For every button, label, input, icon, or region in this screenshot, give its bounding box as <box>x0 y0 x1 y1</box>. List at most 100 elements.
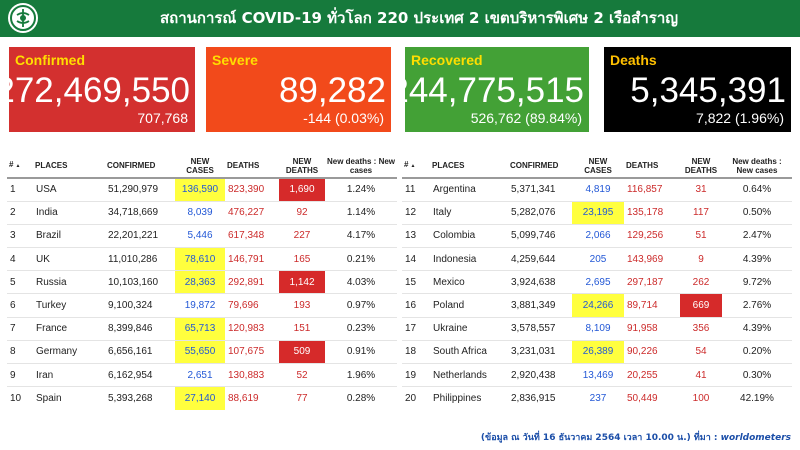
confirmed-cell: 5,282,076 <box>508 201 572 225</box>
ratio-cell: 1.14% <box>325 201 397 225</box>
new-deaths-cell: 1,690 <box>279 178 325 202</box>
column-new-deaths-header[interactable]: NEW DEATHS <box>680 154 722 179</box>
deaths-cell: 116,857 <box>624 178 680 202</box>
rank-cell: 16 <box>402 293 430 318</box>
column-places-header[interactable]: PLACES <box>430 154 508 179</box>
new-deaths-cell: 52 <box>279 363 325 388</box>
table-row[interactable]: 5 Russia 10,103,160 28,363 292,891 1,142 4.03% <box>7 270 397 295</box>
new-deaths-cell: 117 <box>680 201 722 225</box>
table-row[interactable]: 15 Mexico 3,924,638 2,695 297,187 262 9.72% <box>402 270 792 295</box>
table-row[interactable]: 20 Philippines 2,836,915 237 50,449 100 42.19% <box>402 387 792 410</box>
table-row[interactable]: 10 Spain 5,393,268 27,140 88,619 77 0.28% <box>7 386 397 410</box>
table-row[interactable]: 3 Brazil 22,201,221 5,446 617,348 227 4.17% <box>7 224 397 249</box>
confirmed-cell: 3,924,638 <box>508 270 572 295</box>
table-row[interactable]: 7 France 8,399,846 65,713 120,983 151 0.23% <box>7 317 397 341</box>
column-places-header[interactable]: PLACES <box>33 154 105 179</box>
column-ratio-header[interactable]: New deaths : New cases <box>325 154 397 179</box>
new-cases-cell: 2,066 <box>572 224 624 249</box>
table-row[interactable]: 19 Netherlands 2,920,438 13,469 20,255 41 0.30… <box>402 363 792 388</box>
column-rank-header[interactable]: # ▲ <box>402 154 430 179</box>
confirmed-cell: 3,231,031 <box>508 340 572 365</box>
ranking-table-left: # ▲ PLACES CONFIRMED NEW CASES DEATHS NEW… <box>7 154 397 410</box>
new-cases-cell: 27,140 <box>175 386 225 410</box>
page-title: สถานการณ์ COVID-19 ทั่วโลก 220 ประเทศ 2 … <box>159 9 679 27</box>
table-row[interactable]: 9 Iran 6,162,954 2,651 130,883 52 1.96% <box>7 363 397 388</box>
ratio-cell: 4.17% <box>325 224 397 249</box>
table-row[interactable]: 11 Argentina 5,371,341 4,819 116,857 31 0.64% <box>402 178 792 202</box>
place-cell: USA <box>33 178 105 202</box>
new-cases-cell: 26,389 <box>572 340 624 365</box>
column-new-cases-header[interactable]: NEW CASES <box>572 154 624 179</box>
new-cases-cell: 237 <box>589 393 607 405</box>
rank-cell: 6 <box>7 293 33 318</box>
confirmed-new: 707,768 <box>137 110 188 126</box>
column-new-cases-header[interactable]: NEW CASES <box>175 154 225 179</box>
ratio-cell: 0.30% <box>722 363 792 388</box>
table-row[interactable]: 6 Turkey 9,100,324 19,872 79,696 193 0.97% <box>7 293 397 318</box>
new-cases-cell: 23,195 <box>572 201 624 225</box>
place-cell: Argentina <box>430 178 508 202</box>
table-row[interactable]: 16 Poland 3,881,349 24,266 89,714 669 2.76% <box>402 293 792 318</box>
table-row[interactable]: 4 UK 11,010,286 78,610 146,791 165 0.21% <box>7 247 397 272</box>
place-cell: Philippines <box>433 393 482 405</box>
confirmed-cell: 6,656,161 <box>105 340 175 365</box>
ratio-cell: 4.39% <box>722 247 792 272</box>
new-cases-cell: 65,713 <box>175 317 225 341</box>
table-row[interactable]: 8 Germany 6,656,161 55,650 107,675 509 0.91% <box>7 340 397 365</box>
table-row[interactable]: 2 India 34,718,669 8,039 476,227 92 1.14% <box>7 201 397 225</box>
confirmed-cell: 8,399,846 <box>105 317 175 341</box>
rank-cell: 8 <box>7 340 33 365</box>
ratio-cell: 1.24% <box>325 178 397 202</box>
place-cell: France <box>33 317 105 341</box>
table-row[interactable]: 1 USA 51,290,979 136,590 823,390 1,690 1.24% <box>7 178 397 202</box>
deaths-cell: 129,256 <box>624 224 680 249</box>
column-deaths-header[interactable]: DEATHS <box>624 154 680 179</box>
confirmed-cell: 3,578,557 <box>508 317 572 341</box>
severe-change: -144 (0.03%) <box>303 110 384 126</box>
table-row[interactable]: 12 Italy 5,282,076 23,195 135,178 117 0.50% <box>402 201 792 225</box>
place-cell: Spain <box>36 393 62 405</box>
confirmed-cell: 5,099,746 <box>508 224 572 249</box>
rank-cell: 7 <box>7 317 33 341</box>
confirmed-cell: 11,010,286 <box>105 247 175 272</box>
new-deaths-cell: 41 <box>680 363 722 388</box>
severe-card: Severe 89,282 -144 (0.03%) <box>206 47 391 132</box>
new-cases-cell: 2,695 <box>572 270 624 295</box>
table-row[interactable]: 17 Ukraine 3,578,557 8,109 91,958 356 4.39% <box>402 317 792 341</box>
new-deaths-cell: 227 <box>279 224 325 249</box>
rank-cell: 19 <box>402 363 430 388</box>
column-confirmed-header[interactable]: CONFIRMED <box>508 154 572 179</box>
recovered-card: Recovered 244,775,515 526,762 (89.84%) <box>389 47 589 132</box>
table-header-row: # ▲ PLACES CONFIRMED NEW CASES DEATHS NEW… <box>7 154 397 179</box>
table-row[interactable]: 14 Indonesia 4,259,644 205 143,969 9 4.39% <box>402 247 792 272</box>
new-deaths-cell: 669 <box>680 293 722 318</box>
deaths-cell: 89,714 <box>624 293 680 318</box>
deaths-cell: 50,449 <box>627 393 658 405</box>
new-cases-cell: 78,610 <box>175 247 225 272</box>
new-cases-cell: 136,590 <box>175 178 225 202</box>
new-deaths-cell: 77 <box>296 393 308 405</box>
column-confirmed-header[interactable]: CONFIRMED <box>105 154 175 179</box>
deaths-cell: 146,791 <box>225 247 279 272</box>
deaths-value: 5,345,391 <box>630 71 786 110</box>
place-cell: Netherlands <box>430 363 508 388</box>
table-header-row: # ▲ PLACES CONFIRMED NEW CASES DEATHS NEW… <box>402 154 792 179</box>
place-cell: India <box>33 201 105 225</box>
table-row[interactable]: 13 Colombia 5,099,746 2,066 129,256 51 2.47% <box>402 224 792 249</box>
table-row[interactable]: 18 South Africa 3,231,031 26,389 90,226 54 0.2… <box>402 340 792 365</box>
column-ratio-header[interactable]: New deaths : New cases <box>722 154 792 179</box>
column-rank-header[interactable]: # ▲ <box>7 154 33 179</box>
ratio-cell: 0.50% <box>722 201 792 225</box>
confirmed-cell: 6,162,954 <box>105 363 175 388</box>
deaths-cell: 135,178 <box>624 201 680 225</box>
sort-arrow-icon[interactable]: ▲ <box>15 163 21 169</box>
column-new-deaths-header[interactable]: NEW DEATHS <box>279 154 325 179</box>
rank-cell: 10 <box>10 393 22 405</box>
place-cell: Ukraine <box>430 317 508 341</box>
deaths-cell: 88,619 <box>228 393 259 405</box>
date-note: (ข้อมูล ณ วันที่ 16 ธันวาคม 2564 เวลา 10… <box>480 433 721 443</box>
column-deaths-header[interactable]: DEATHS <box>225 154 279 179</box>
rank-cell: 14 <box>402 247 430 272</box>
new-cases-cell: 28,363 <box>175 270 225 295</box>
sort-arrow-icon[interactable]: ▲ <box>410 163 416 169</box>
